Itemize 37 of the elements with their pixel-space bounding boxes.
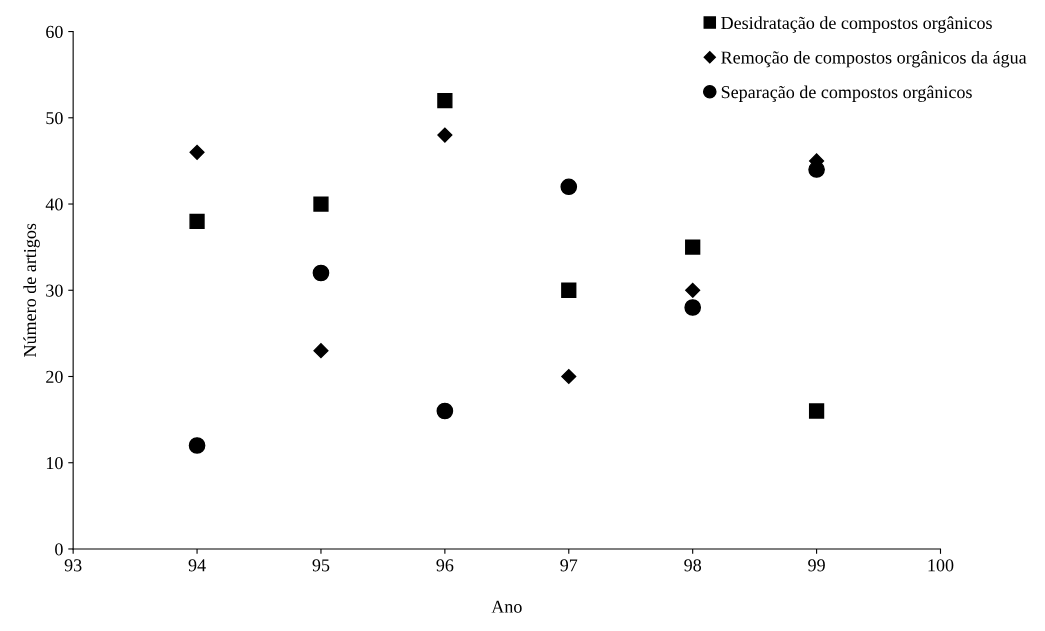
point (436, 402, 454, 420)
y-tick-label: 10 (46, 456, 63, 470)
point (189, 213, 205, 229)
point (685, 239, 701, 255)
legend-label: Remoção de compostos orgânicos da água (721, 50, 1027, 68)
point (684, 299, 702, 316)
x-axis-title: Ano (491, 600, 522, 613)
x-tick-label: 96 (436, 559, 454, 572)
point (808, 161, 825, 178)
x-tick-label: 97 (560, 559, 578, 572)
legend-label: Desidratação de compostos orgânicos (721, 16, 992, 33)
point (437, 127, 453, 143)
y-tick-label: 40 (45, 198, 63, 211)
y-tick-label: 50 (46, 112, 63, 125)
point (685, 282, 701, 298)
x-tick-label: 100 (928, 559, 954, 572)
x-tick-label: 93 (64, 559, 82, 572)
y-tick-label: 30 (46, 284, 63, 297)
point (189, 144, 205, 160)
x-tick-label: 95 (312, 559, 330, 572)
point (188, 437, 206, 454)
y-tick-label: 20 (46, 370, 63, 383)
y-tick-label: 60 (46, 25, 63, 38)
point (808, 403, 825, 419)
y-axis-title: Número de artigos (23, 223, 40, 357)
point (437, 92, 453, 109)
x-tick-label: 98 (684, 559, 702, 572)
point (313, 196, 329, 212)
point (561, 368, 577, 385)
y-tick-label: 0 (55, 543, 63, 556)
point (561, 282, 577, 298)
point (560, 178, 578, 196)
x-tick-label: 99 (808, 559, 825, 572)
point (313, 343, 329, 359)
x-tick-label: 94 (188, 559, 206, 572)
legend-label: Separação de compostos orgânicos (721, 85, 972, 102)
point (312, 264, 330, 282)
